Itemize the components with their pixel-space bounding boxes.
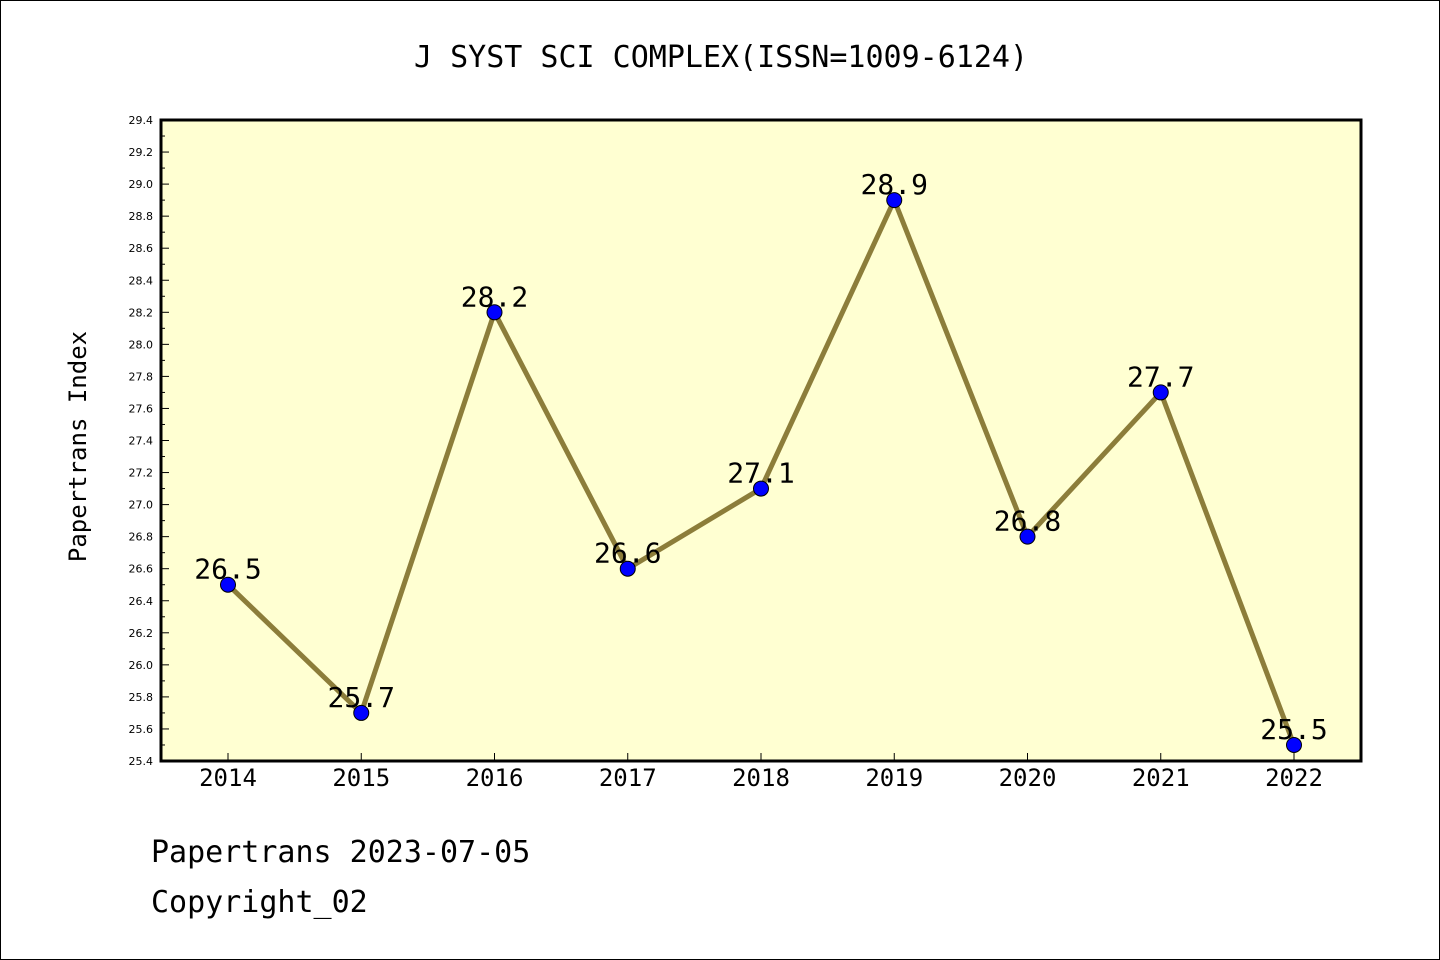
data-point <box>220 576 236 593</box>
y-tick-label: 26.2 <box>129 627 154 640</box>
y-tick-label: 28.6 <box>129 242 154 255</box>
x-tick-label: 2016 <box>466 764 524 792</box>
chart-title: J SYST SCI COMPLEX(ISSN=1009-6124) <box>414 40 1028 75</box>
data-point <box>353 704 370 721</box>
y-tick-label: 26.8 <box>129 531 154 544</box>
x-tick-label: 2021 <box>1132 764 1190 792</box>
y-tick-label: 28.2 <box>129 306 154 319</box>
y-tick-label: 25.4 <box>129 755 154 768</box>
x-tick-label: 2019 <box>865 764 923 792</box>
data-label: 25.5 <box>1260 713 1327 746</box>
data-label: 27.7 <box>1127 360 1194 393</box>
plot-area <box>161 120 1361 761</box>
data-label: 26.8 <box>994 505 1061 538</box>
data-label: 26.6 <box>594 537 661 570</box>
x-tick-label: 2017 <box>599 764 657 792</box>
footer-copyright: Copyright_02 <box>151 885 368 920</box>
x-tick-label: 2022 <box>1265 764 1323 792</box>
y-tick-label: 26.4 <box>129 595 154 608</box>
plot-frame <box>159 118 1363 763</box>
data-label: 27.1 <box>727 457 794 490</box>
y-tick-label: 25.6 <box>129 723 154 736</box>
data-label: 26.5 <box>194 553 261 586</box>
y-tick-label: 29.4 <box>129 114 154 127</box>
footer-date-stamp: Papertrans 2023-07-05 <box>151 835 531 870</box>
data-point <box>1286 736 1302 753</box>
y-tick-label: 27.4 <box>129 435 154 448</box>
data-point <box>619 560 636 577</box>
y-tick-label: 29.2 <box>129 146 154 159</box>
x-tick-label: 2018 <box>732 764 790 792</box>
y-tick-label: 27.0 <box>129 499 154 512</box>
data-point <box>486 304 503 321</box>
data-label: 28.9 <box>861 168 928 201</box>
y-axis-label: Papertrans Index <box>64 331 92 562</box>
data-label: 28.2 <box>461 280 528 313</box>
y-tick-label: 28.0 <box>129 338 154 351</box>
y-tick-label: 29.0 <box>129 178 154 191</box>
y-tick-label: 25.8 <box>129 691 154 704</box>
x-tick-label: 2015 <box>332 764 390 792</box>
x-tick-label: 2020 <box>999 764 1057 792</box>
y-tick-label: 26.6 <box>129 563 154 576</box>
data-label: 25.7 <box>328 681 395 714</box>
y-tick-label: 28.8 <box>129 210 154 223</box>
x-tick-label: 2014 <box>199 764 257 792</box>
y-tick-label: 27.8 <box>129 370 154 383</box>
data-point <box>1152 384 1169 401</box>
y-tick-label: 27.2 <box>129 467 154 480</box>
data-point <box>1019 528 1036 545</box>
y-tick-label: 27.6 <box>129 402 154 415</box>
data-point <box>886 192 903 209</box>
y-tick-label: 26.0 <box>129 659 154 672</box>
data-point <box>753 480 769 497</box>
y-tick-label: 28.4 <box>129 274 154 287</box>
